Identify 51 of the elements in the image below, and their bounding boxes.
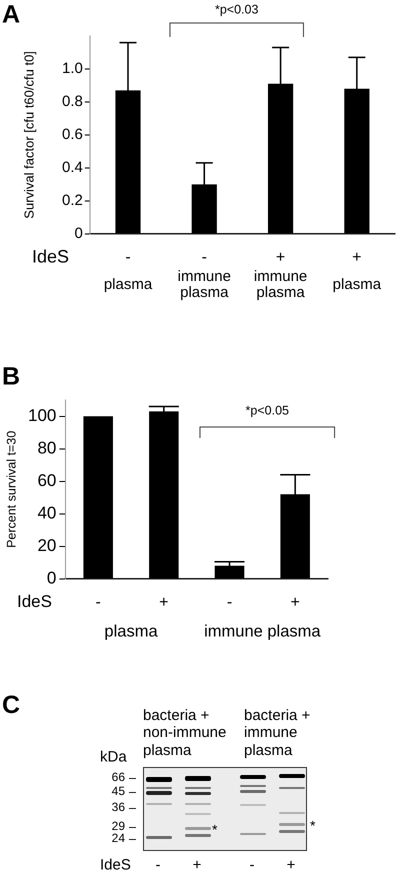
text: plasma: [332, 276, 382, 294]
y-tick-label: 0.6: [62, 126, 83, 144]
y-axis-title: Survival factor [cfu t60/cfu t0]: [22, 51, 37, 219]
text: immune plasma: [204, 622, 322, 641]
text: *p<0.03: [214, 2, 258, 16]
text: *: [310, 817, 316, 834]
text: bacteria + immune plasma: [244, 707, 312, 759]
x-tick-label: +: [290, 594, 300, 611]
x-tick-label: +: [276, 248, 286, 266]
x-tick-label: -: [125, 248, 131, 266]
x-tick-label: -: [96, 594, 101, 611]
y-tick-label: 0.2: [62, 192, 83, 209]
y-tick-label: 0: [74, 224, 83, 242]
text: bacteria + non-immune plasma: [143, 707, 228, 759]
text: immune plasma: [178, 268, 231, 302]
chart-title: B: [2, 362, 20, 390]
text: 45: [112, 784, 125, 799]
y-tick-label: 100: [28, 406, 56, 425]
text: plasma: [104, 276, 153, 294]
category-label: +: [286, 856, 296, 874]
annotation: *p<0.05: [246, 403, 290, 418]
text: plasma: [104, 622, 158, 641]
y-tick-label: 60: [37, 470, 56, 490]
text: *: [212, 821, 218, 838]
x-tick-label: +: [352, 248, 362, 266]
y-tick-label: 0: [46, 568, 56, 588]
y-tick-label: 1.0: [62, 60, 83, 78]
category-label: +: [192, 856, 202, 874]
y-tick-label: 40: [37, 503, 56, 522]
text: IdeS: [100, 856, 131, 874]
x-tick-label: +: [159, 594, 169, 611]
text: 36: [112, 800, 125, 815]
chart-title: A: [2, 0, 20, 28]
x-tick-label: -: [202, 248, 207, 266]
y-axis-title: Percent survival t=30: [4, 430, 18, 548]
category-label: -: [156, 856, 160, 874]
y-tick-label: 80: [37, 438, 56, 458]
text: 24: [112, 831, 125, 846]
y-tick-label: 0.8: [62, 93, 83, 110]
x-tick-label: -: [226, 594, 232, 611]
text: C: [2, 691, 20, 720]
y-tick-label: 0.4: [62, 159, 83, 176]
text: immune plasma: [254, 268, 308, 302]
text: 29: [112, 819, 125, 834]
y-tick-label: 20: [37, 536, 56, 555]
text: 66: [112, 770, 125, 785]
x-axis-title: IdeS: [17, 592, 52, 612]
bar: [83, 416, 113, 578]
text: kDa: [100, 748, 127, 766]
x-axis-title: IdeS: [32, 246, 70, 266]
category-label: -: [250, 856, 254, 874]
